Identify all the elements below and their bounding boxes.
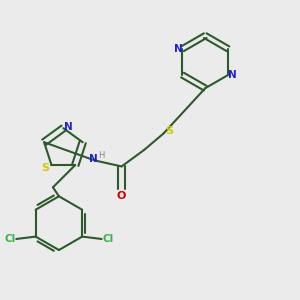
Text: S: S [165,126,173,136]
Text: S: S [41,163,50,173]
Text: O: O [117,191,126,201]
Text: Cl: Cl [4,234,15,244]
Text: H: H [98,151,104,160]
Text: N: N [228,70,237,80]
Text: N: N [174,44,182,54]
Text: Cl: Cl [103,234,114,244]
Text: N: N [64,122,72,132]
Text: N: N [89,154,98,164]
